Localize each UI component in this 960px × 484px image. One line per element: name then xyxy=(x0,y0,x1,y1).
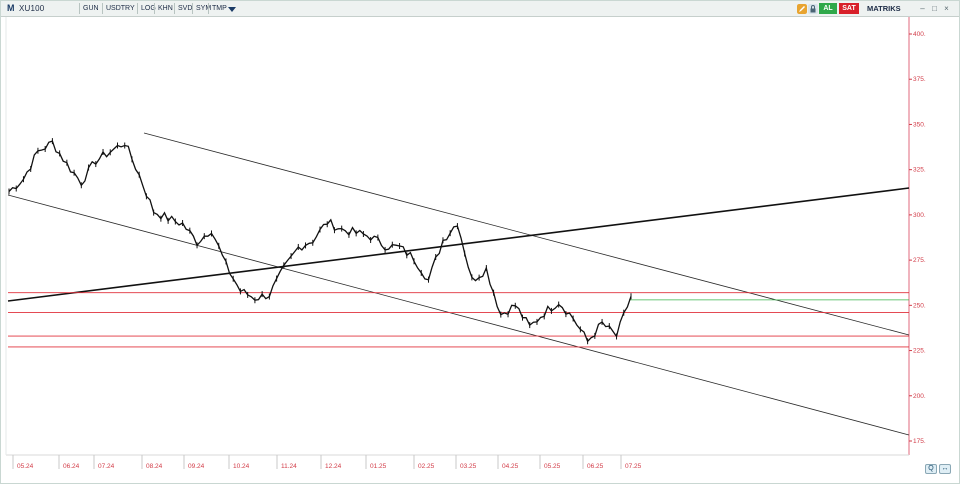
y-tick-label: 325. xyxy=(913,167,926,174)
dropdown-icon[interactable] xyxy=(227,4,237,14)
x-tick-label: 06.25 xyxy=(587,463,604,470)
lower-channel-line xyxy=(7,194,910,436)
x-tick-label: 10.24 xyxy=(233,463,250,470)
x-tick-label: 11.24 xyxy=(281,463,297,470)
y-tick-label: 175. xyxy=(913,438,926,445)
brand-label: MATRIKS xyxy=(867,4,901,13)
x-tick-label: 04.25 xyxy=(502,463,519,470)
minimize-icon[interactable]: – xyxy=(920,4,925,13)
y-tick-label: 350. xyxy=(913,121,926,128)
pan-icon[interactable]: ↔ xyxy=(939,464,951,474)
matriks-logo: M xyxy=(7,3,15,13)
svd-button[interactable]: SVD xyxy=(174,3,195,14)
symbol-label[interactable]: XU100 xyxy=(19,4,45,13)
trendlines xyxy=(7,132,910,436)
khn-button[interactable]: KHN xyxy=(154,3,176,14)
x-tick-label: 06.24 xyxy=(63,463,80,470)
rising-trend-line xyxy=(7,187,910,302)
close-icon[interactable]: × xyxy=(944,4,949,13)
sym-button[interactable]: SYM xyxy=(192,3,214,14)
x-tick-label: 02.25 xyxy=(418,463,435,470)
chart-toolbar: M XU100 GUN USDTRY LOG KHN SVD SYM TMP A… xyxy=(1,1,959,17)
lock-icon[interactable] xyxy=(808,4,818,14)
buy-button[interactable]: AL xyxy=(819,3,837,14)
y-tick-label: 200. xyxy=(913,393,926,400)
price-series xyxy=(8,138,632,345)
x-tick-label: 12.24 xyxy=(325,463,342,470)
x-axis-ticks: 05.24 06.24 07.24 08.24 09.24 10.24 11.24 12.24… xyxy=(12,455,642,470)
x-tick-label: 09.24 xyxy=(188,463,205,470)
x-tick-label: 05.24 xyxy=(17,463,34,470)
currency-button[interactable]: USDTRY xyxy=(102,3,138,14)
y-tick-label: 225. xyxy=(913,348,926,355)
price-chart[interactable]: 400. 375. 350. 325. 300. 275. 250. 225. 200. 175.… xyxy=(1,17,959,483)
tmp-button[interactable]: TMP xyxy=(208,3,230,14)
y-tick-label: 400. xyxy=(913,31,926,38)
y-axis-ticks: 400. 375. 350. 325. 300. 275. 250. 225. 200. 175. xyxy=(909,31,926,445)
x-tick-label: 07.25 xyxy=(625,463,642,470)
y-tick-label: 275. xyxy=(913,257,926,264)
log-button[interactable]: LOG xyxy=(137,3,159,14)
x-tick-label: 08.24 xyxy=(146,463,163,470)
x-tick-label: 07.24 xyxy=(98,463,115,470)
x-tick-label: 05.25 xyxy=(544,463,561,470)
zoom-icon[interactable]: Q xyxy=(925,464,937,474)
y-tick-label: 250. xyxy=(913,302,926,309)
upper-channel-line xyxy=(143,132,910,336)
pencil-icon[interactable] xyxy=(797,4,807,14)
y-tick-label: 375. xyxy=(913,76,926,83)
sell-button[interactable]: SAT xyxy=(839,3,859,14)
maximize-icon[interactable]: □ xyxy=(932,4,937,13)
period-button[interactable]: GUN xyxy=(79,3,102,14)
x-tick-label: 03.25 xyxy=(460,463,477,470)
y-tick-label: 300. xyxy=(913,212,926,219)
x-tick-label: 01.25 xyxy=(370,463,387,470)
price-line xyxy=(8,140,632,343)
support-lines xyxy=(8,292,909,348)
